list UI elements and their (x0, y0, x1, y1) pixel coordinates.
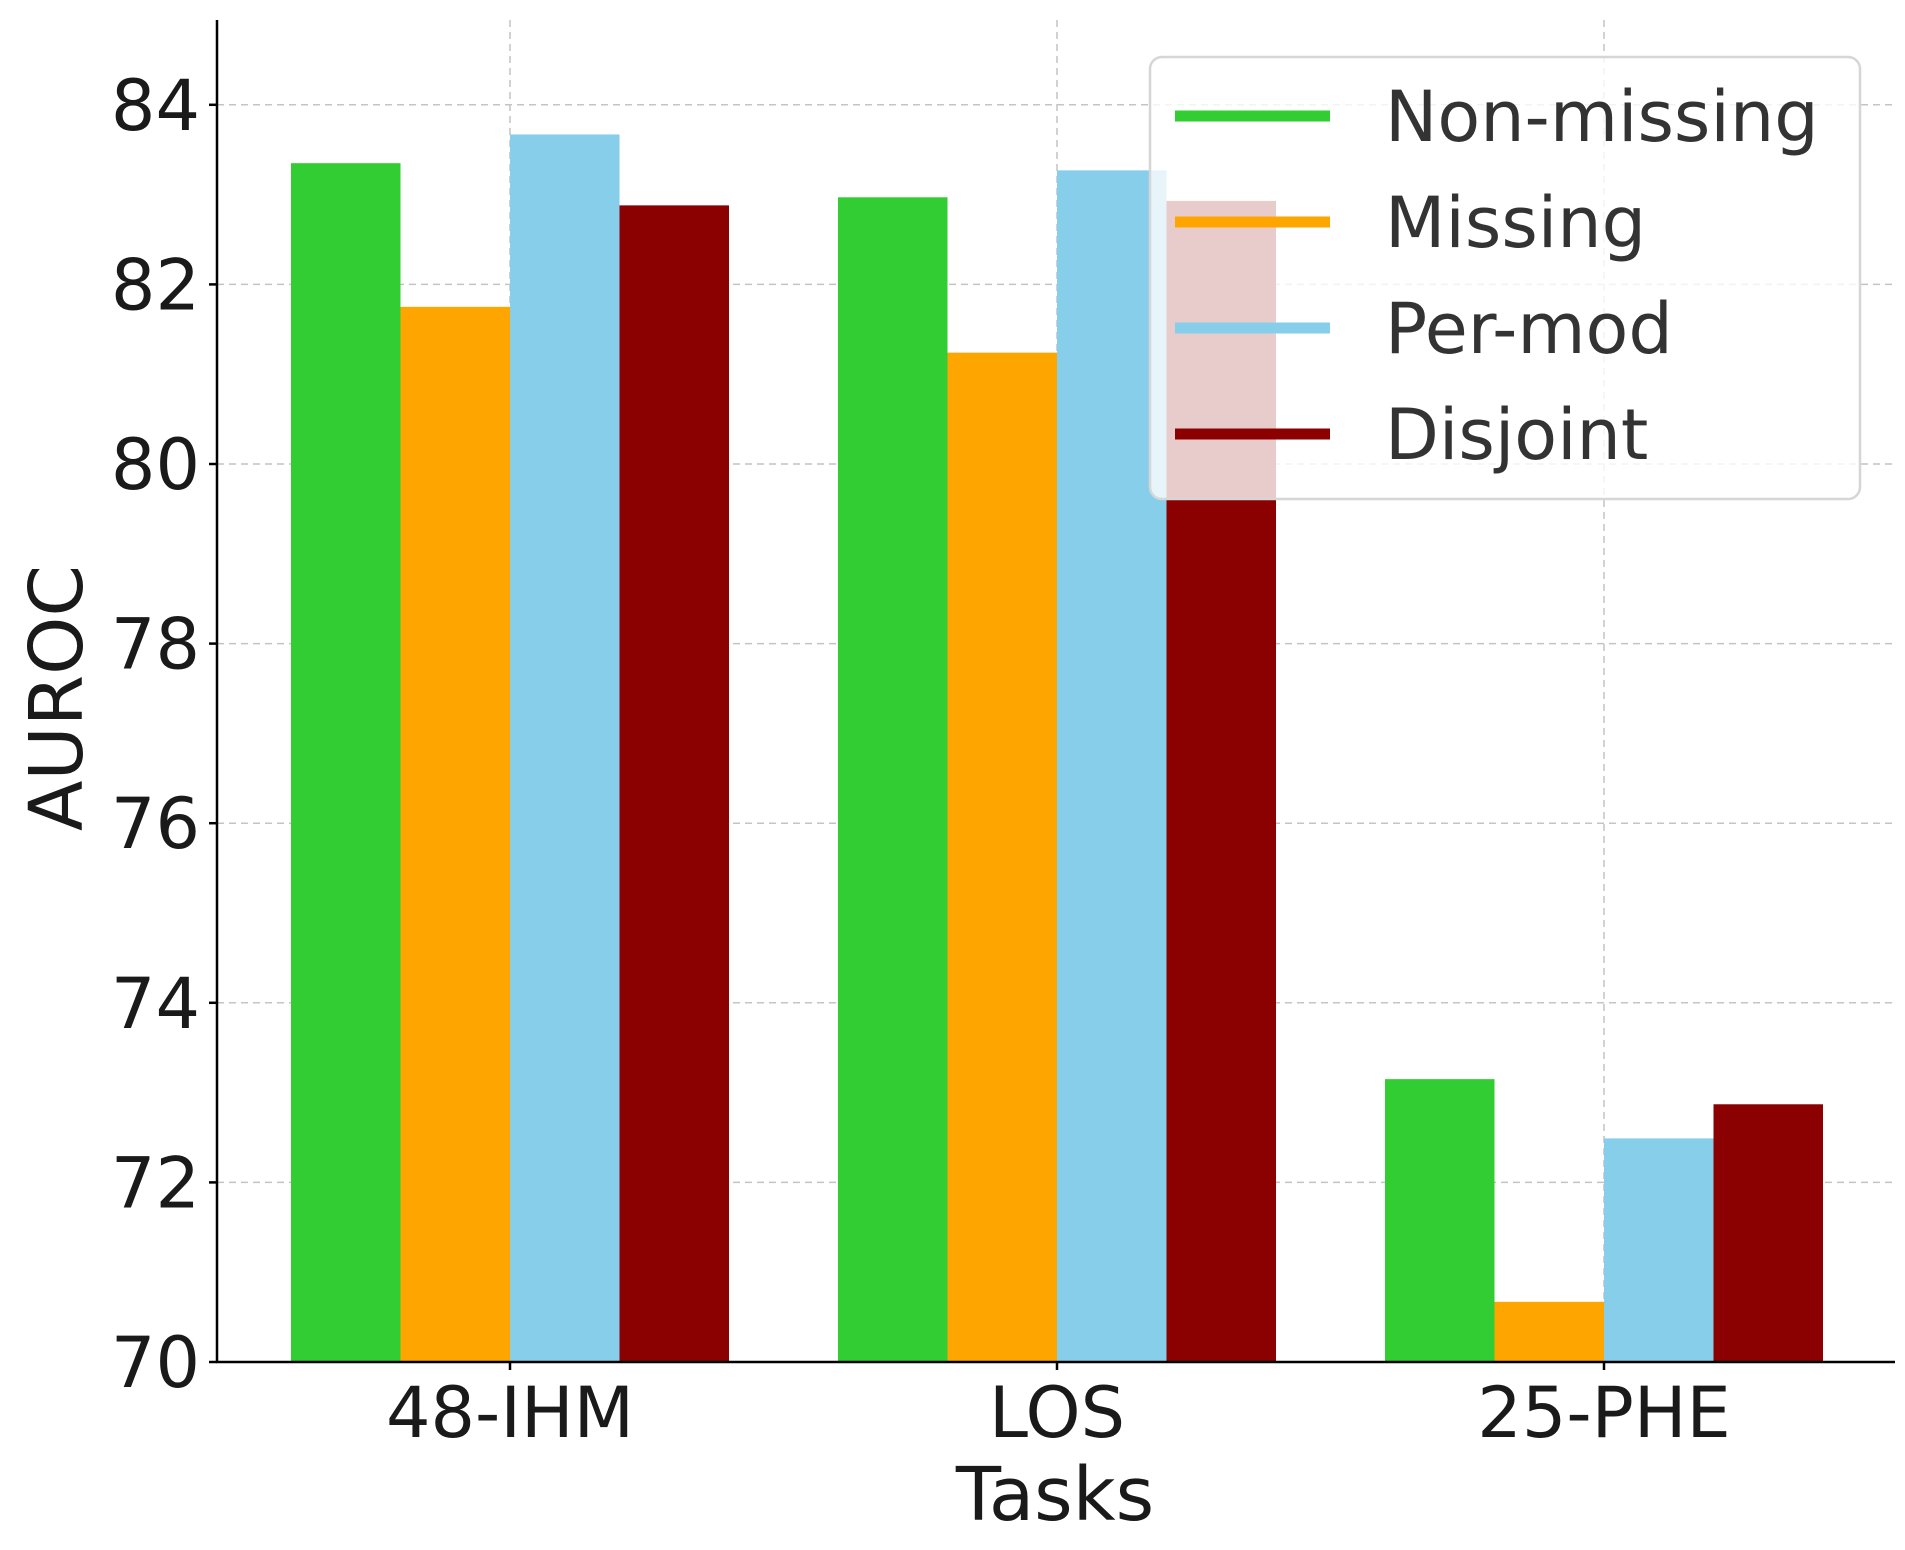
x-tick-label: 25-PHE (1477, 1372, 1730, 1454)
bar-per-mod-los (1057, 170, 1167, 1362)
bar-missing-los (947, 352, 1057, 1362)
axes-layer (215, 20, 1895, 1364)
legend-item: Missing (1175, 182, 1646, 264)
x-axis-title: Tasks (955, 1452, 1154, 1538)
ticks-layer: 70 72 74 76 78 80 82 84 48-IHM LOS 25-PHE (111, 65, 1731, 1454)
bar-disjoint-25-phe (1713, 1104, 1823, 1362)
y-tick-label: 84 (111, 65, 200, 147)
bar-non-missing-48-ihm (291, 163, 401, 1362)
bar-per-mod-48-ihm (510, 134, 620, 1363)
legend-label: Missing (1385, 182, 1646, 264)
bar-non-missing-los (838, 197, 948, 1363)
y-tick-label: 70 (111, 1322, 200, 1404)
bar-disjoint-48-ihm (619, 205, 729, 1363)
y-tick-label: 72 (111, 1142, 200, 1224)
legend-label: Non-missing (1385, 76, 1819, 158)
legend: Non-missing Missing Per-mod Disjoint (1148, 55, 1862, 501)
legend-label: Disjoint (1385, 394, 1648, 476)
legend-label: Per-mod (1385, 288, 1673, 370)
bar-missing-48-ihm (400, 306, 510, 1363)
y-tick-label: 80 (111, 424, 200, 506)
y-tick-label: 78 (111, 604, 200, 686)
legend-frame (1148, 55, 1862, 501)
x-tick-label: LOS (989, 1372, 1125, 1454)
y-axis-title: AUROC (14, 565, 100, 831)
y-tick-label: 74 (111, 963, 200, 1045)
y-tick-label: 76 (111, 783, 200, 865)
bar-missing-25-phe (1494, 1301, 1604, 1362)
legend-item: Per-mod (1175, 288, 1673, 370)
y-tick-label: 82 (111, 244, 200, 326)
x-tick-label: 48-IHM (386, 1372, 634, 1454)
legend-item: Non-missing (1175, 76, 1819, 158)
bar-per-mod-25-phe (1604, 1138, 1714, 1362)
legend-item: Disjoint (1175, 394, 1648, 476)
bar-non-missing-25-phe (1385, 1079, 1495, 1362)
